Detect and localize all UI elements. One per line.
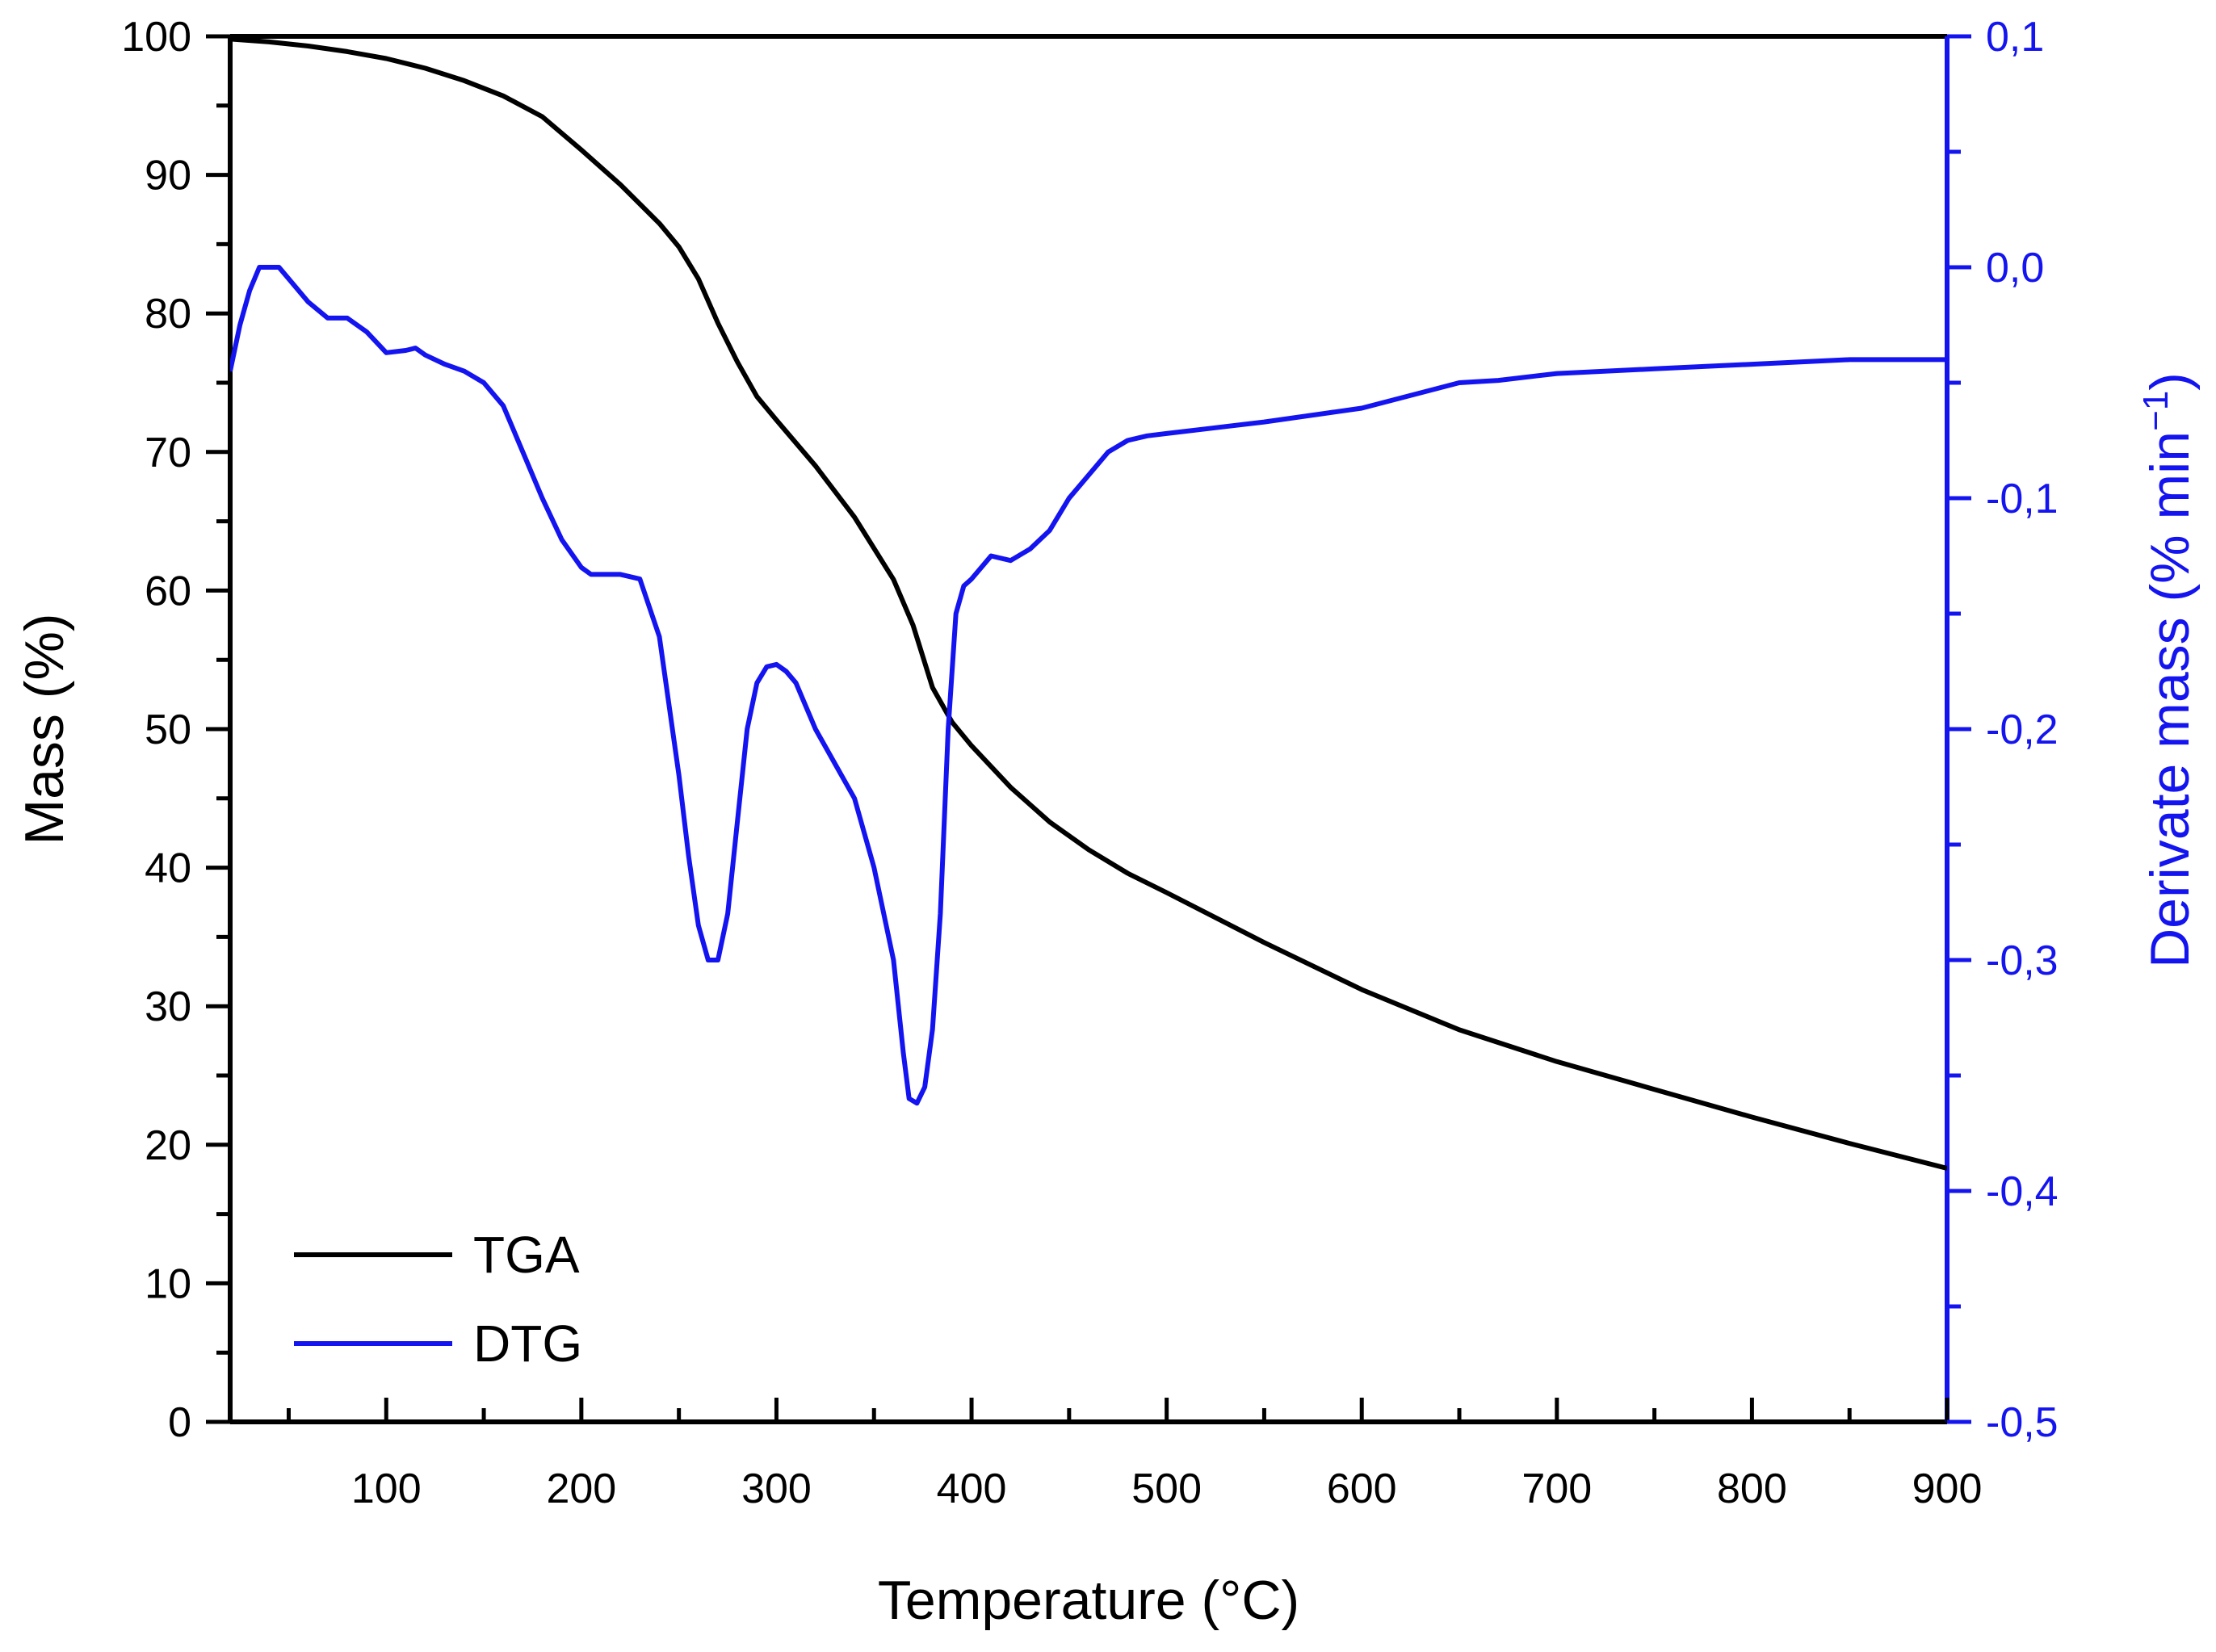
left-y-tick-label: 90 [145,153,191,199]
left-y-tick-label: 100 [121,14,191,61]
x-axis-title: Temperature (°C) [878,1570,1299,1631]
right-y-tick-label: -0,1 [1986,476,2059,522]
x-tick-label: 100 [351,1465,422,1512]
right-y-tick-label: -0,5 [1986,1399,2059,1446]
dtg-series-line [230,265,1947,1106]
right-y-tick-label: 0,1 [1986,14,2044,61]
x-tick-label: 300 [741,1465,812,1512]
left-y-axis-ticks: 0 10 20 30 40 50 60 70 80 90 100 [121,14,230,1446]
right-y-tick-label: -0,3 [1986,937,2059,984]
left-y-tick-label: 30 [145,983,191,1030]
left-y-axis-title: Mass (%) [14,613,75,845]
right-y-axis-title: Derivate mass (% min−1) [2136,372,2201,968]
left-y-tick-label: 20 [145,1122,191,1169]
left-y-tick-label: 50 [145,707,191,753]
left-y-tick-label: 60 [145,568,191,614]
left-y-tick-label: 70 [145,430,191,476]
legend-label-dtg: DTG [473,1314,582,1373]
x-tick-label: 700 [1521,1465,1592,1512]
left-y-tick-label: 80 [145,291,191,338]
left-y-tick-label: 0 [168,1399,191,1446]
left-y-tick-label: 40 [145,845,191,892]
legend-label-tga: TGA [473,1226,580,1284]
x-tick-label: 200 [546,1465,616,1512]
x-tick-label: 500 [1131,1465,1202,1512]
legend: TGA DTG [294,1226,582,1373]
x-tick-label: 800 [1717,1465,1787,1512]
left-y-tick-label: 10 [145,1260,191,1307]
tga-series-line [230,36,1947,1171]
x-tick-label: 400 [937,1465,1007,1512]
right-y-tick-label: 0,0 [1986,245,2044,291]
right-y-axis-ticks: -0,5 -0,4 -0,3 -0,2 -0,1 0,0 0,1 [1947,14,2059,1446]
right-y-tick-label: -0,4 [1986,1168,2059,1215]
x-axis-ticks: 100 200 300 400 500 600 700 800 900 [286,1398,1983,1512]
x-tick-label: 600 [1327,1465,1397,1512]
x-tick-label: 900 [1912,1465,1983,1512]
right-y-tick-label: -0,2 [1986,707,2059,753]
